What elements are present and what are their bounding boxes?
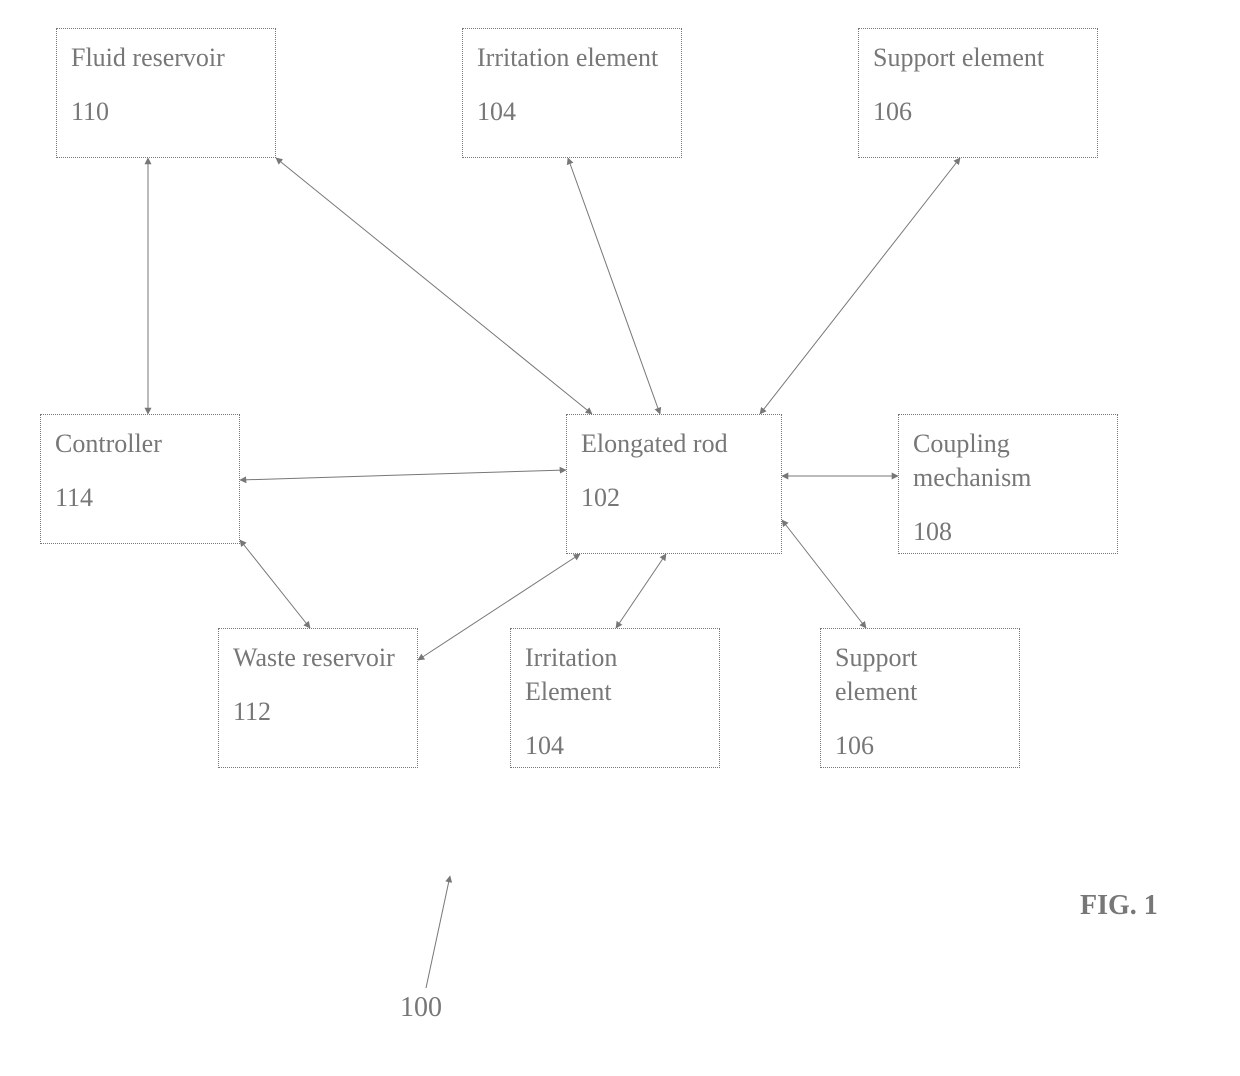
diagram-canvas: Fluid reservoir 110 Irritation element 1… <box>0 0 1240 1076</box>
node-fluid-reservoir: Fluid reservoir 110 <box>56 28 276 158</box>
node-coupling: Coupling mechanism 108 <box>898 414 1118 554</box>
edge <box>760 158 960 414</box>
node-label: Irritation element <box>477 41 667 75</box>
node-controller: Controller 114 <box>40 414 240 544</box>
node-label: Waste reservoir <box>233 641 403 675</box>
node-support-top: Support element 106 <box>858 28 1098 158</box>
node-label: Controller <box>55 427 225 461</box>
node-irritation-top: Irritation element 104 <box>462 28 682 158</box>
node-waste-reservoir: Waste reservoir 112 <box>218 628 418 768</box>
edge <box>782 520 866 628</box>
node-irritation-bottom: Irritation Element 104 <box>510 628 720 768</box>
node-elongated-rod: Elongated rod 102 <box>566 414 782 554</box>
node-number: 102 <box>581 481 767 515</box>
node-number: 106 <box>873 95 1083 129</box>
reference-number: 100 <box>400 992 442 1024</box>
node-label: Elongated rod <box>581 427 767 461</box>
edge <box>240 540 310 628</box>
figure-label: FIG. 1 <box>1080 890 1158 922</box>
node-label: Coupling mechanism <box>913 427 1103 495</box>
node-number: 104 <box>477 95 667 129</box>
node-number: 112 <box>233 695 403 729</box>
node-support-bottom: Support element 106 <box>820 628 1020 768</box>
node-number: 110 <box>71 95 261 129</box>
node-number: 114 <box>55 481 225 515</box>
edge <box>616 554 666 628</box>
node-number: 108 <box>913 515 1103 549</box>
node-label: Support element <box>835 641 1005 709</box>
node-number: 104 <box>525 729 705 763</box>
reference-arrow <box>426 876 450 988</box>
node-label: Fluid reservoir <box>71 41 261 75</box>
edge <box>240 470 566 480</box>
node-label: Support element <box>873 41 1083 75</box>
edge <box>568 158 660 414</box>
edge <box>276 158 592 414</box>
node-label: Irritation Element <box>525 641 705 709</box>
node-number: 106 <box>835 729 1005 763</box>
